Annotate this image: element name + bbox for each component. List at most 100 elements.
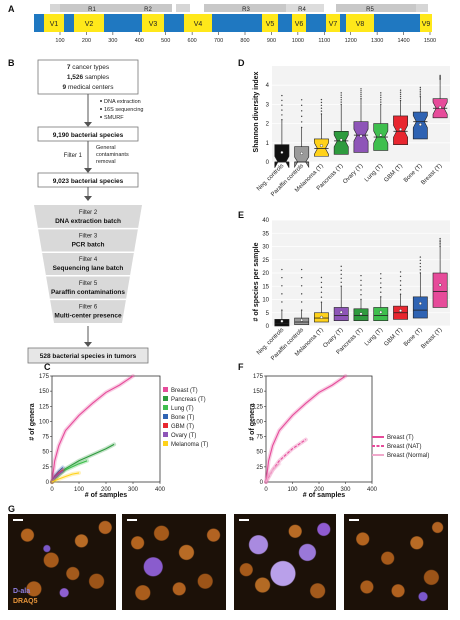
- outlier-point: [281, 94, 283, 97]
- scale-bar: [13, 519, 23, 521]
- outlier-point: [419, 269, 422, 271]
- microscopy-image-2: [122, 514, 226, 610]
- mean-point: [319, 144, 323, 148]
- funnel-filter-name: Filter 2: [79, 210, 98, 216]
- filter-1-desc-1: General: [96, 145, 116, 151]
- outlier-point: [419, 262, 422, 265]
- region-tick-3: [416, 4, 428, 12]
- region-tick-2: [176, 4, 190, 12]
- gene-tick-label: 1000: [292, 38, 304, 44]
- y-tick-label: 25: [42, 465, 49, 471]
- outlier-point: [380, 282, 382, 284]
- y-tick-label: 175: [253, 374, 264, 380]
- filter-1-desc-2: contaminants: [96, 152, 129, 158]
- outlier-point: [320, 104, 323, 107]
- panel-letter-b: B: [8, 58, 15, 68]
- outlier-point: [360, 284, 362, 286]
- outlier-point: [340, 99, 342, 101]
- outlier-point: [360, 92, 362, 94]
- outlier-point: [281, 293, 283, 295]
- outlier-point: [419, 90, 422, 92]
- mean-point: [359, 312, 363, 316]
- panel-a-16s-gene-map: R1 R2 R3 R4 R5 V1 V2 V3 V4 V5 V6 V7 V8 V…: [34, 4, 436, 44]
- outlier-point: [320, 276, 323, 279]
- gene-tick-label: 200: [82, 38, 91, 44]
- category-label: Lung (T): [364, 327, 384, 347]
- region-label-r5: R5: [366, 7, 374, 13]
- panel-c-rarefaction: # of genera # of samples 0 100 200 300 400 0 2…: [29, 374, 208, 499]
- region-label-r3: R3: [242, 7, 250, 13]
- outlier-point: [340, 265, 342, 268]
- outlier-point: [419, 94, 422, 96]
- region-bar-r2: [124, 4, 172, 12]
- microscopy-image-1: D-ala DRAQ5: [8, 514, 116, 610]
- funnel-filter-name: Filter 6: [79, 304, 98, 310]
- bullet-2: 16S sequencing: [104, 107, 143, 113]
- y-tick-label: 2: [266, 122, 270, 128]
- outlier-point: [380, 291, 382, 293]
- outlier-point: [320, 98, 323, 101]
- outlier-point: [439, 237, 441, 240]
- v-label-7: V7: [329, 21, 338, 28]
- gene-tick-label: 1300: [371, 38, 383, 44]
- gene-tick-label: 600: [188, 38, 197, 44]
- x-tick-label: 300: [340, 487, 351, 493]
- panel-f-legend: Breast (T) Breast (NAT) Breast (Normal): [372, 435, 429, 459]
- panel-c-xlabel: # of samples: [85, 492, 128, 499]
- variable-region-v7: [326, 14, 340, 32]
- region-bar-r3: [204, 4, 314, 12]
- variable-region-v2: [74, 14, 104, 32]
- outlier-point: [380, 99, 382, 101]
- legend-swatch: [163, 441, 168, 446]
- outlier-point: [300, 121, 303, 123]
- plot-frame: [265, 375, 373, 483]
- outlier-point: [340, 269, 342, 272]
- gene-tick-label: 300: [108, 38, 117, 44]
- outlier-point: [320, 296, 323, 298]
- v-label-6: V6: [295, 21, 304, 28]
- box-7: [412, 296, 428, 319]
- x-tick-label: 400: [367, 487, 378, 493]
- y-tick-label: 125: [39, 404, 50, 410]
- outlier-point: [380, 101, 382, 103]
- bullet-dot-2: [100, 108, 102, 110]
- outlier-point: [340, 94, 342, 96]
- y-tick-label: 25: [256, 465, 263, 471]
- y-tick-label: 150: [39, 389, 50, 395]
- y-tick-label: 0: [46, 480, 50, 486]
- v-label-5: V5: [266, 21, 275, 28]
- outlier-point: [380, 92, 382, 94]
- gene-tick-label: 1100: [318, 38, 330, 44]
- x-tick-label: 200: [101, 487, 112, 493]
- outlier-point: [439, 244, 441, 246]
- filter-1-desc-3: removal: [96, 159, 116, 165]
- outlier-point: [360, 95, 362, 98]
- outlier-point: [300, 293, 303, 295]
- outlier-point: [320, 110, 323, 112]
- outlier-point: [380, 286, 382, 289]
- y-tick-label: 40: [262, 218, 269, 224]
- bullet-dot-3: [100, 116, 102, 118]
- outlier-point: [419, 265, 422, 268]
- label-d-ala: D-ala: [13, 588, 31, 595]
- mean-point: [438, 283, 442, 287]
- y-tick-label: 35: [262, 231, 269, 237]
- outlier-point: [360, 289, 362, 291]
- v-label-9: V9: [422, 21, 431, 28]
- outlier-point: [340, 273, 342, 276]
- gene-tick-label: 1200: [345, 38, 357, 44]
- legend-swatch: [163, 414, 168, 419]
- mean-point: [300, 151, 304, 155]
- arrow-3-head: [84, 196, 92, 201]
- v-label-3: V3: [149, 21, 158, 28]
- panel-letter-g: G: [8, 504, 15, 514]
- legend-label: Melanoma (T): [171, 442, 208, 448]
- y-tick-label: 75: [42, 435, 49, 441]
- y-tick-label: 125: [253, 404, 264, 410]
- mean-point: [280, 319, 284, 323]
- region-bar-r5: [336, 4, 416, 12]
- outlier-point: [281, 285, 283, 287]
- legend-label: Breast (T): [171, 388, 198, 394]
- y-tick-label: 50: [256, 450, 263, 456]
- species-count-1: 9,190 bacterial species: [53, 132, 124, 139]
